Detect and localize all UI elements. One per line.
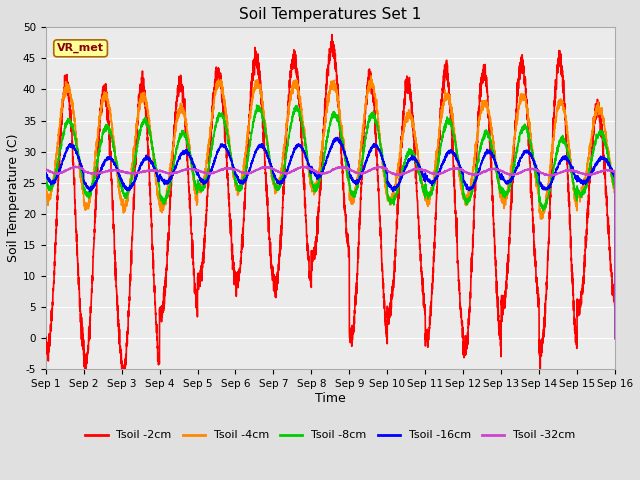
Tsoil -32cm: [427, 170, 435, 176]
Tsoil -8cm: [253, 102, 260, 108]
Tsoil -4cm: [611, 334, 619, 340]
Tsoil -4cm: [309, 185, 317, 191]
Tsoil -2cm: [458, 318, 466, 324]
Tsoil -2cm: [144, 147, 152, 153]
Line: Tsoil -8cm: Tsoil -8cm: [45, 105, 615, 338]
Tsoil -32cm: [611, 336, 619, 341]
Tsoil -2cm: [120, 381, 127, 387]
Line: Tsoil -2cm: Tsoil -2cm: [45, 35, 615, 384]
Tsoil -8cm: [144, 122, 152, 128]
Title: Soil Temperatures Set 1: Soil Temperatures Set 1: [239, 7, 422, 22]
Y-axis label: Soil Temperature (C): Soil Temperature (C): [7, 134, 20, 263]
Tsoil -8cm: [427, 189, 435, 194]
Tsoil -2cm: [611, 336, 619, 341]
Tsoil -16cm: [611, 334, 619, 340]
Tsoil -4cm: [458, 185, 466, 191]
Tsoil -8cm: [611, 184, 618, 190]
Tsoil -8cm: [611, 335, 619, 341]
Text: VR_met: VR_met: [57, 43, 104, 53]
Tsoil -32cm: [309, 168, 317, 173]
Tsoil -4cm: [490, 152, 498, 157]
Tsoil -4cm: [42, 188, 49, 194]
Tsoil -16cm: [611, 173, 618, 179]
Tsoil -2cm: [491, 235, 499, 241]
Tsoil -8cm: [309, 184, 317, 190]
Tsoil -2cm: [328, 32, 336, 37]
Line: Tsoil -32cm: Tsoil -32cm: [45, 167, 615, 338]
Tsoil -16cm: [427, 178, 435, 183]
Tsoil -4cm: [611, 182, 618, 188]
Tsoil -32cm: [144, 168, 152, 174]
Line: Tsoil -4cm: Tsoil -4cm: [45, 76, 615, 337]
Tsoil -2cm: [427, 313, 435, 319]
Tsoil -4cm: [427, 190, 435, 195]
Tsoil -32cm: [458, 167, 466, 173]
Tsoil -2cm: [309, 251, 317, 256]
Tsoil -32cm: [42, 166, 49, 172]
Line: Tsoil -16cm: Tsoil -16cm: [45, 137, 615, 337]
Tsoil -8cm: [490, 152, 498, 158]
Tsoil -16cm: [458, 170, 466, 176]
Tsoil -2cm: [42, 335, 49, 340]
Tsoil -16cm: [309, 168, 317, 173]
Tsoil -32cm: [611, 168, 618, 174]
Legend: Tsoil -2cm, Tsoil -4cm, Tsoil -8cm, Tsoil -16cm, Tsoil -32cm: Tsoil -2cm, Tsoil -4cm, Tsoil -8cm, Tsoi…: [81, 426, 580, 445]
Tsoil -16cm: [42, 172, 49, 178]
Tsoil -8cm: [458, 180, 466, 186]
Tsoil -32cm: [490, 167, 498, 172]
X-axis label: Time: Time: [315, 392, 346, 405]
Tsoil -32cm: [300, 164, 307, 169]
Tsoil -4cm: [367, 73, 375, 79]
Tsoil -16cm: [144, 155, 152, 161]
Tsoil -16cm: [490, 156, 498, 162]
Tsoil -4cm: [144, 113, 152, 119]
Tsoil -8cm: [42, 180, 49, 185]
Tsoil -16cm: [334, 134, 342, 140]
Tsoil -2cm: [611, 300, 618, 306]
